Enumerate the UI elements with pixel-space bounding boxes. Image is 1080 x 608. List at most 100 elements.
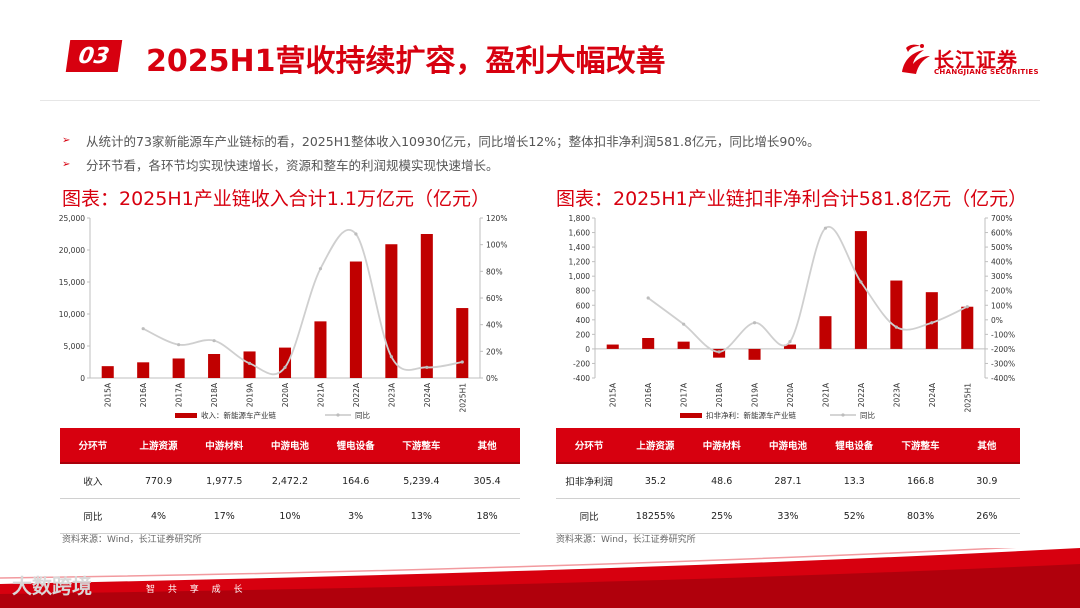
table-cell: 26%	[953, 498, 1020, 534]
y-tick-label-right: -400%	[991, 374, 1015, 383]
x-tick-label: 2016A	[644, 382, 653, 407]
y-tick-label-left: 10,000	[59, 310, 85, 319]
table-cell: 770.9	[125, 463, 192, 499]
x-tick-label: 2015A	[104, 382, 113, 407]
table-header-cell: 下游整车	[887, 428, 954, 464]
table-header-cell: 中游电池	[754, 428, 822, 464]
table-row: 同比 18255% 25% 33% 52% 803% 26%	[556, 498, 1020, 534]
bar-2025H1	[961, 306, 974, 349]
table-cell: 164.6	[322, 463, 389, 499]
yoy-point	[823, 226, 828, 230]
x-tick-label: 2025H1	[963, 383, 972, 413]
bar-2022A	[854, 231, 867, 349]
y-tick-label-right: -300%	[991, 359, 1015, 368]
x-tick-label: 2020A	[786, 382, 795, 407]
yoy-point	[389, 355, 393, 359]
y-tick-label-left: 600	[576, 301, 591, 310]
y-tick-label-left: -200	[573, 359, 590, 368]
legend-bar-swatch	[680, 413, 702, 418]
table-cell: 3%	[322, 498, 389, 534]
table-cell: 1,977.5	[191, 463, 258, 499]
arrow-bullet-icon: ➢	[62, 134, 71, 146]
table-header-cell: 锂电设备	[821, 428, 888, 464]
y-tick-label-right: 0%	[486, 374, 498, 383]
header-divider	[40, 100, 1040, 101]
source-note-right: 资料来源：Wind，长江证券研究所	[556, 535, 696, 545]
table-cell: 18255%	[622, 498, 689, 534]
y-tick-label-left: 1,600	[569, 229, 591, 238]
yoy-point	[212, 339, 216, 343]
watermark-text: 大数跨境	[12, 574, 92, 598]
bar-2020A	[783, 344, 797, 349]
table-cell: 5,239.4	[388, 463, 455, 499]
arrow-bullet-icon: ➢	[62, 158, 71, 170]
revenue-chart: 0 5,000 10,000 15,000 20,000 25,000 0% 20% 40% 60…	[59, 214, 508, 420]
y-tick-label-left: -400	[573, 374, 590, 383]
x-tick-label: 2021A	[316, 382, 325, 407]
page-title: 2025H1营收持续扩容，盈利大幅改善	[146, 44, 666, 79]
yoy-line	[647, 225, 968, 353]
y-tick-label-left: 20,000	[59, 246, 85, 255]
footer-slogan: 智 共 享 成 长	[146, 585, 248, 595]
table-cell: 52%	[821, 498, 888, 534]
yoy-point	[247, 361, 252, 365]
y-tick-label-left: 1,000	[569, 272, 591, 281]
logo-text-en: CHANGJIANG SECURITIES	[934, 68, 1039, 76]
section-number: 03	[76, 43, 112, 69]
bar-2023A	[385, 244, 398, 378]
bar-2020A	[278, 347, 292, 378]
table-row: 收入 770.9 1,977.5 2,472.2 164.6 5,239.4 305.4	[60, 463, 520, 499]
table-header-cell: 分环节	[556, 428, 623, 464]
bar-2024A	[925, 292, 938, 349]
yoy-point	[859, 280, 863, 284]
yoy-line	[142, 229, 463, 376]
table-cell: 33%	[754, 498, 822, 534]
bar-2015A	[101, 366, 114, 378]
yoy-point	[177, 343, 181, 347]
y-tick-label-left: 1,400	[569, 243, 591, 252]
bar-2024A	[420, 234, 433, 378]
y-tick-label-left: 5,000	[64, 342, 86, 351]
x-tick-label: 2022A	[352, 382, 361, 407]
table-header-cell: 锂电设备	[322, 428, 389, 464]
bar-2016A	[642, 338, 655, 349]
yoy-point	[425, 365, 429, 369]
yoy-point	[283, 365, 287, 369]
y-tick-label-right: 40%	[486, 321, 503, 330]
source-note-left: 资料来源：Wind，长江证券研究所	[62, 535, 202, 545]
y-tick-label-left: 0	[80, 374, 85, 383]
x-tick-label: 2025H1	[458, 383, 467, 413]
profit-table: 分环节 上游资源 中游材料 中游电池 锂电设备 下游整车 其他 扣非净利润 35.2 48.6 2…	[556, 428, 1020, 534]
bullet-item: ➢ 从统计的73家新能源车产业链标的看，2025H1整体收入10930亿元，同比…	[62, 128, 820, 152]
bar-2021A	[314, 321, 327, 378]
table-cell: 30.9	[953, 463, 1020, 499]
yoy-point	[141, 327, 145, 331]
table-header-cell: 上游资源	[125, 428, 192, 464]
bar-2015A	[606, 344, 619, 349]
bar-2025H1	[456, 308, 469, 378]
x-tick-label: 2023A	[892, 382, 901, 407]
bar-2021A	[819, 316, 832, 349]
y-tick-label-left: 400	[576, 316, 591, 325]
table-cell: 17%	[191, 498, 258, 534]
table-header-cell: 其他	[454, 428, 520, 464]
x-tick-label: 2021A	[821, 382, 830, 407]
yoy-point	[682, 322, 686, 326]
legend-line-marker	[841, 413, 845, 417]
x-tick-label: 2024A	[928, 382, 937, 407]
y-tick-label-right: 500%	[991, 243, 1012, 252]
legend-line-marker	[336, 413, 340, 417]
profit-chart: -400 -200 0 200 400 600 800 1,000 1,200 1,400 1,60…	[569, 214, 1016, 420]
yoy-point	[646, 296, 650, 300]
x-tick-label: 2019A	[246, 382, 255, 407]
bar-2022A	[349, 261, 362, 378]
table-header-cell: 分环节	[60, 428, 126, 464]
table-row: 同比 4% 17% 10% 3% 13% 18%	[60, 498, 520, 534]
legend-bar-label: 扣非净利：新能源车产业链	[706, 410, 796, 420]
x-tick-label: 2020A	[281, 382, 290, 407]
summary-bullets: ➢ 从统计的73家新能源车产业链标的看，2025H1整体收入10930亿元，同比…	[62, 128, 820, 176]
table-header-row: 分环节 上游资源 中游材料 中游电池 锂电设备 下游整车 其他	[556, 428, 1020, 464]
x-tick-label: 2022A	[857, 382, 866, 407]
y-tick-label-right: 700%	[991, 214, 1012, 223]
y-tick-label-right: 120%	[486, 214, 507, 223]
